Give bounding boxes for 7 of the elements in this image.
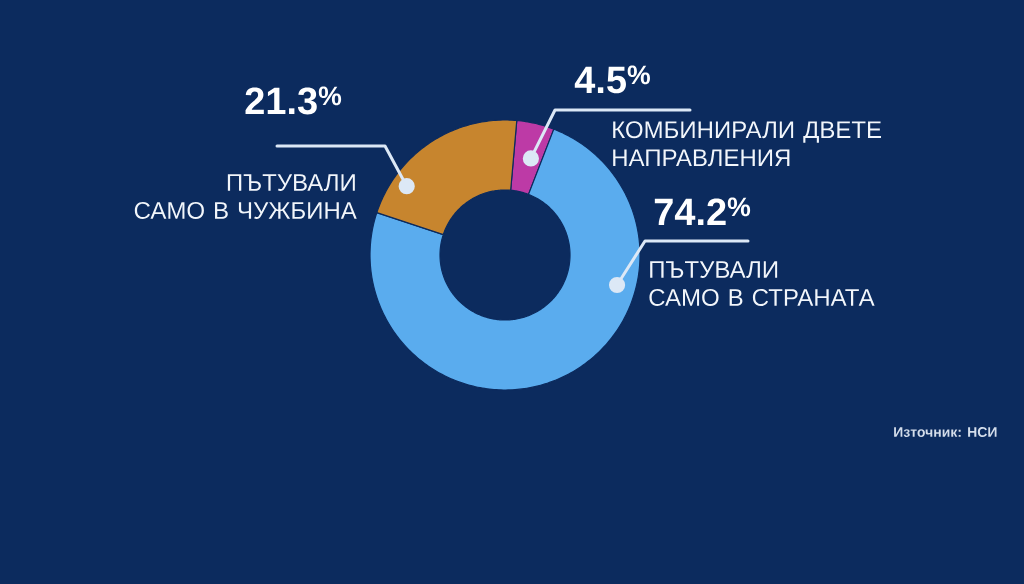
slice-label: ПЪТУВАЛИ САМО В СТРАНАТА — [649, 261, 875, 306]
data-label: 74.2$^{%}$ — [654, 197, 751, 225]
text: Източник: НСИ — [894, 427, 997, 437]
slice-label: ПЪТУВАЛИ САМО В ЧУЖБИНА — [134, 174, 357, 219]
data-label: 21.3$^{%}$ — [245, 86, 342, 115]
slice-label: КОМБИНИРАЛИ ДВЕТЕ НАПРАВЛЕНИЯ — [613, 121, 882, 167]
data-label: 4.5$^{%}$ — [574, 65, 650, 94]
